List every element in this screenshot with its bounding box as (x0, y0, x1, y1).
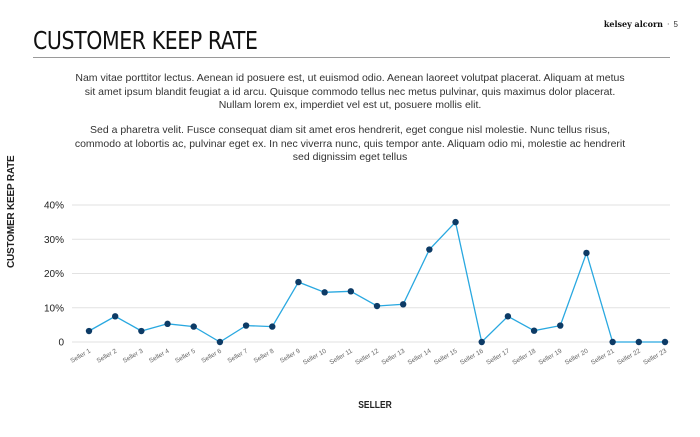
y-tick-label: 30% (44, 235, 64, 246)
title-divider (33, 57, 670, 58)
x-tick-label: Seller 22 (616, 347, 642, 366)
x-tick-label: Seller 12 (354, 347, 380, 366)
page-number: 5 (673, 20, 678, 29)
brand-name: kelsey alcorn (603, 19, 663, 29)
data-point (583, 249, 590, 257)
data-point (661, 338, 669, 346)
x-tick-label: Seller 8 (253, 347, 276, 364)
x-tick-label: Seller 11 (329, 347, 355, 366)
data-point (85, 327, 93, 335)
x-tick-label: Seller 1 (69, 347, 92, 364)
data-point (452, 218, 459, 226)
data-point (111, 313, 119, 320)
x-tick-label: Seller 5 (174, 347, 197, 364)
x-tick-label: Seller 14 (407, 347, 433, 366)
data-point (373, 302, 381, 310)
data-point (216, 338, 224, 346)
data-point (478, 338, 485, 346)
x-tick-label: Seller 20 (564, 347, 590, 366)
data-point (321, 289, 328, 296)
x-tick-label: Seller 10 (302, 347, 328, 366)
y-axis-label: CUSTOMER KEEP RATE (6, 155, 17, 268)
series-line (88, 220, 665, 344)
data-point (190, 323, 197, 330)
data-point (635, 338, 643, 346)
data-point (530, 327, 538, 334)
x-tick-label: Seller 13 (380, 347, 406, 366)
data-point (138, 327, 145, 335)
brand-separator: · (667, 20, 670, 29)
x-tick-label: Seller 15 (433, 347, 459, 366)
x-tick-label: Seller 6 (200, 347, 223, 364)
data-point (242, 322, 250, 329)
data-point (269, 323, 276, 330)
data-point (504, 313, 512, 320)
x-tick-label: Seller 4 (148, 347, 171, 364)
slide-title: CUSTOMER KEEP RATE (33, 26, 258, 55)
body-paragraph-2: Sed a pharetra velit. Fusce consequat di… (74, 124, 626, 163)
line-chart: 010%20%30%40%Seller 1 Seller 2 Seller 3 Sel… (44, 201, 670, 367)
data-point (399, 301, 407, 308)
x-tick-label: Seller 3 (122, 347, 145, 364)
x-tick-label: Seller 9 (279, 347, 302, 364)
y-tick-label: 20% (44, 269, 64, 280)
x-tick-label: Seller 17 (485, 347, 511, 366)
data-point (557, 322, 564, 329)
body-paragraph-1: Nam vitae porttitor lectus. Aenean id po… (75, 72, 625, 111)
x-tick-label: Seller 2 (96, 347, 119, 364)
x-tick-label: Seller 7 (226, 347, 249, 364)
x-tick-label: Seller 19 (538, 347, 564, 366)
y-tick-label: 0 (58, 338, 64, 349)
data-point (295, 278, 302, 286)
data-point (164, 320, 171, 328)
x-tick-label: Seller 21 (590, 347, 616, 366)
brand-footer: kelsey alcorn · 5 (604, 19, 678, 29)
x-tick-label: Seller 16 (459, 347, 485, 366)
x-axis-label: SELLER (358, 400, 392, 411)
y-tick-label: 10% (44, 303, 64, 314)
data-point (609, 338, 616, 346)
x-tick-label: Seller 23 (642, 347, 668, 366)
y-tick-label: 40% (44, 201, 64, 212)
x-tick-label: Seller 18 (511, 347, 537, 366)
data-point (426, 246, 433, 253)
data-point (347, 288, 355, 295)
